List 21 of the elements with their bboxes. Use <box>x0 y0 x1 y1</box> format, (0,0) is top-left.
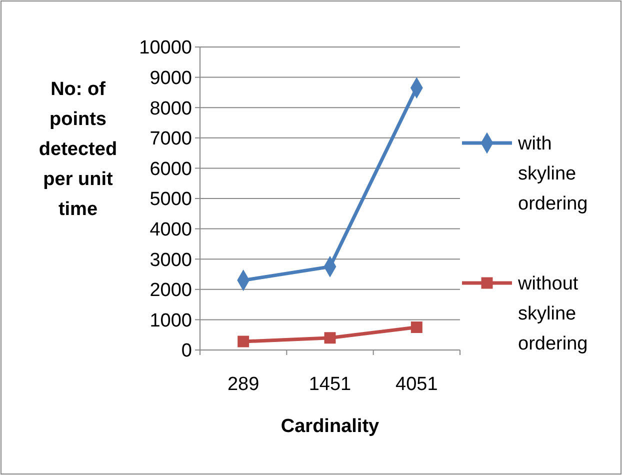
x-tick-label: 1451 <box>308 374 352 395</box>
x-tick-label: 4051 <box>396 374 438 395</box>
y-tick-label: 8000 <box>150 98 192 120</box>
y-tick-label: 0 <box>181 340 192 362</box>
y-tick-label: 2000 <box>150 280 192 302</box>
y-tick-label: 5000 <box>150 189 192 210</box>
point <box>238 336 250 348</box>
y-tick-label: 7000 <box>150 128 192 150</box>
y-tick-label: 3000 <box>150 250 192 271</box>
point <box>324 332 336 344</box>
y-tick-label: 9000 <box>150 68 192 89</box>
y-tick-label: 10000 <box>139 38 192 59</box>
legend-label: without skyline ordering <box>517 274 588 355</box>
y-tick-label: 1000 <box>150 310 192 332</box>
x-tick-label: 289 <box>227 374 260 395</box>
y-tick-label: 6000 <box>150 158 192 180</box>
x-axis-title: Cardinality <box>280 416 380 437</box>
y-axis-title: No: of points detected per unit time <box>38 79 118 220</box>
point <box>410 322 422 334</box>
y-tick-label: 4000 <box>150 219 192 240</box>
legend-label: with skyline ordering <box>517 134 588 215</box>
